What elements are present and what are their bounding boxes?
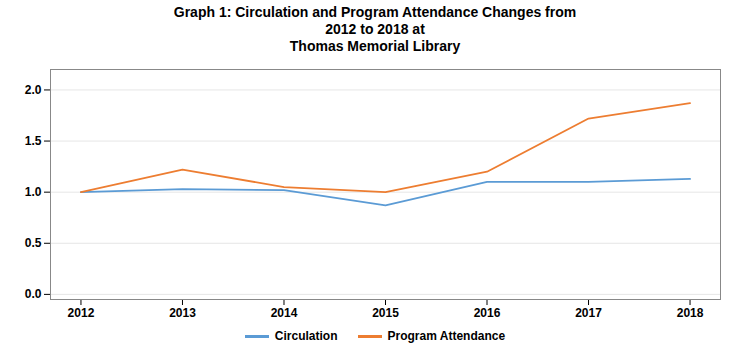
html-text:Program Attendance: Program Attendance [387, 329, 506, 343]
svg-text:2.0: 2.0 [25, 83, 42, 97]
html-text:Circulation: Circulation [274, 329, 338, 343]
svg-text:1.5: 1.5 [25, 134, 42, 148]
html-text:Graph 1: Circulation and Progr: Graph 1: Circulation and Program Attenda… [173, 4, 577, 54]
svg-text:2014: 2014 [271, 306, 298, 320]
svg-text:2013: 2013 [169, 306, 196, 320]
svg-text:1.0: 1.0 [25, 185, 42, 199]
svg-text:2017: 2017 [575, 306, 602, 320]
svg-text:2012: 2012 [68, 306, 95, 320]
svg-text:2016: 2016 [474, 306, 501, 320]
svg-text:2015: 2015 [372, 306, 399, 320]
svg-text:2018: 2018 [677, 306, 704, 320]
svg-text:0.0: 0.0 [25, 287, 42, 301]
svg-text:0.5: 0.5 [25, 236, 42, 250]
